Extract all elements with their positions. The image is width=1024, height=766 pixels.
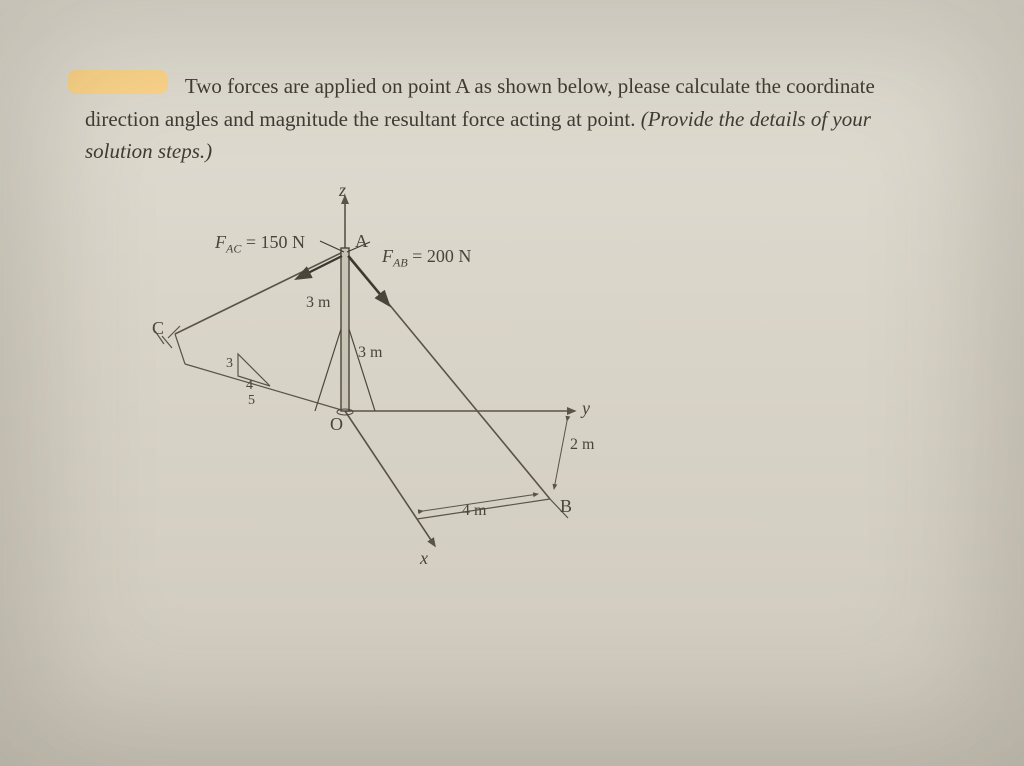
problem-line3-ital: solution steps.)	[85, 139, 212, 163]
problem-line2: direction angles and magnitude the resul…	[85, 107, 641, 131]
label-c: C	[152, 318, 164, 339]
page: Two forces are applied on point A as sho…	[0, 0, 1024, 766]
label-4m: 4 m	[462, 502, 486, 520]
problem-line1: Two forces are applied on point A as sho…	[185, 74, 875, 98]
pole-brace-right	[349, 329, 375, 411]
label-a: A	[355, 231, 368, 252]
ground-oc	[185, 364, 345, 411]
label-x: x	[420, 548, 428, 569]
problem-statement: Two forces are applied on point A as sho…	[85, 70, 949, 168]
label-3m-upper: 3 m	[306, 294, 330, 312]
force-ac-arrow	[298, 256, 342, 278]
fac-eq: = 150 N	[241, 232, 305, 252]
label-slope-4: 4	[246, 378, 253, 394]
fab-sub: AB	[393, 255, 408, 269]
label-b: B	[560, 496, 572, 517]
fac-prefix: F	[215, 232, 226, 252]
label-fac: FAC = 150 N	[215, 232, 305, 257]
label-3m-lower: 3 m	[358, 344, 382, 362]
c-vertical	[175, 334, 185, 364]
label-fab: FAB = 200 N	[382, 246, 471, 271]
cable-ac	[175, 251, 345, 334]
fac-sub: AC	[226, 241, 241, 255]
label-slope-5: 5	[248, 393, 255, 409]
pole	[341, 248, 349, 411]
label-o: O	[330, 414, 343, 435]
dim-2m	[554, 421, 567, 489]
fab-eq: = 200 N	[408, 246, 472, 266]
highlight-mark	[68, 70, 168, 94]
label-2m: 2 m	[570, 436, 594, 454]
problem-line2-ital: (Provide the details of your	[641, 107, 871, 131]
fab-prefix: F	[382, 246, 393, 266]
diagram-svg	[120, 186, 640, 586]
label-y: y	[582, 398, 590, 419]
label-z: z	[339, 180, 346, 201]
label-slope-3: 3	[226, 356, 233, 372]
diagram: z y x O A B C FAC = 150 N FAB = 200 N 3 …	[120, 186, 640, 586]
axis-x	[345, 411, 435, 546]
force-ac-tail	[320, 241, 344, 252]
